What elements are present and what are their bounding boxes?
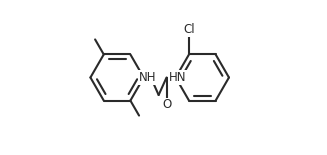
Text: O: O — [162, 98, 171, 111]
Text: Cl: Cl — [183, 23, 195, 36]
Text: NH: NH — [139, 71, 156, 84]
Text: HN: HN — [169, 71, 186, 84]
